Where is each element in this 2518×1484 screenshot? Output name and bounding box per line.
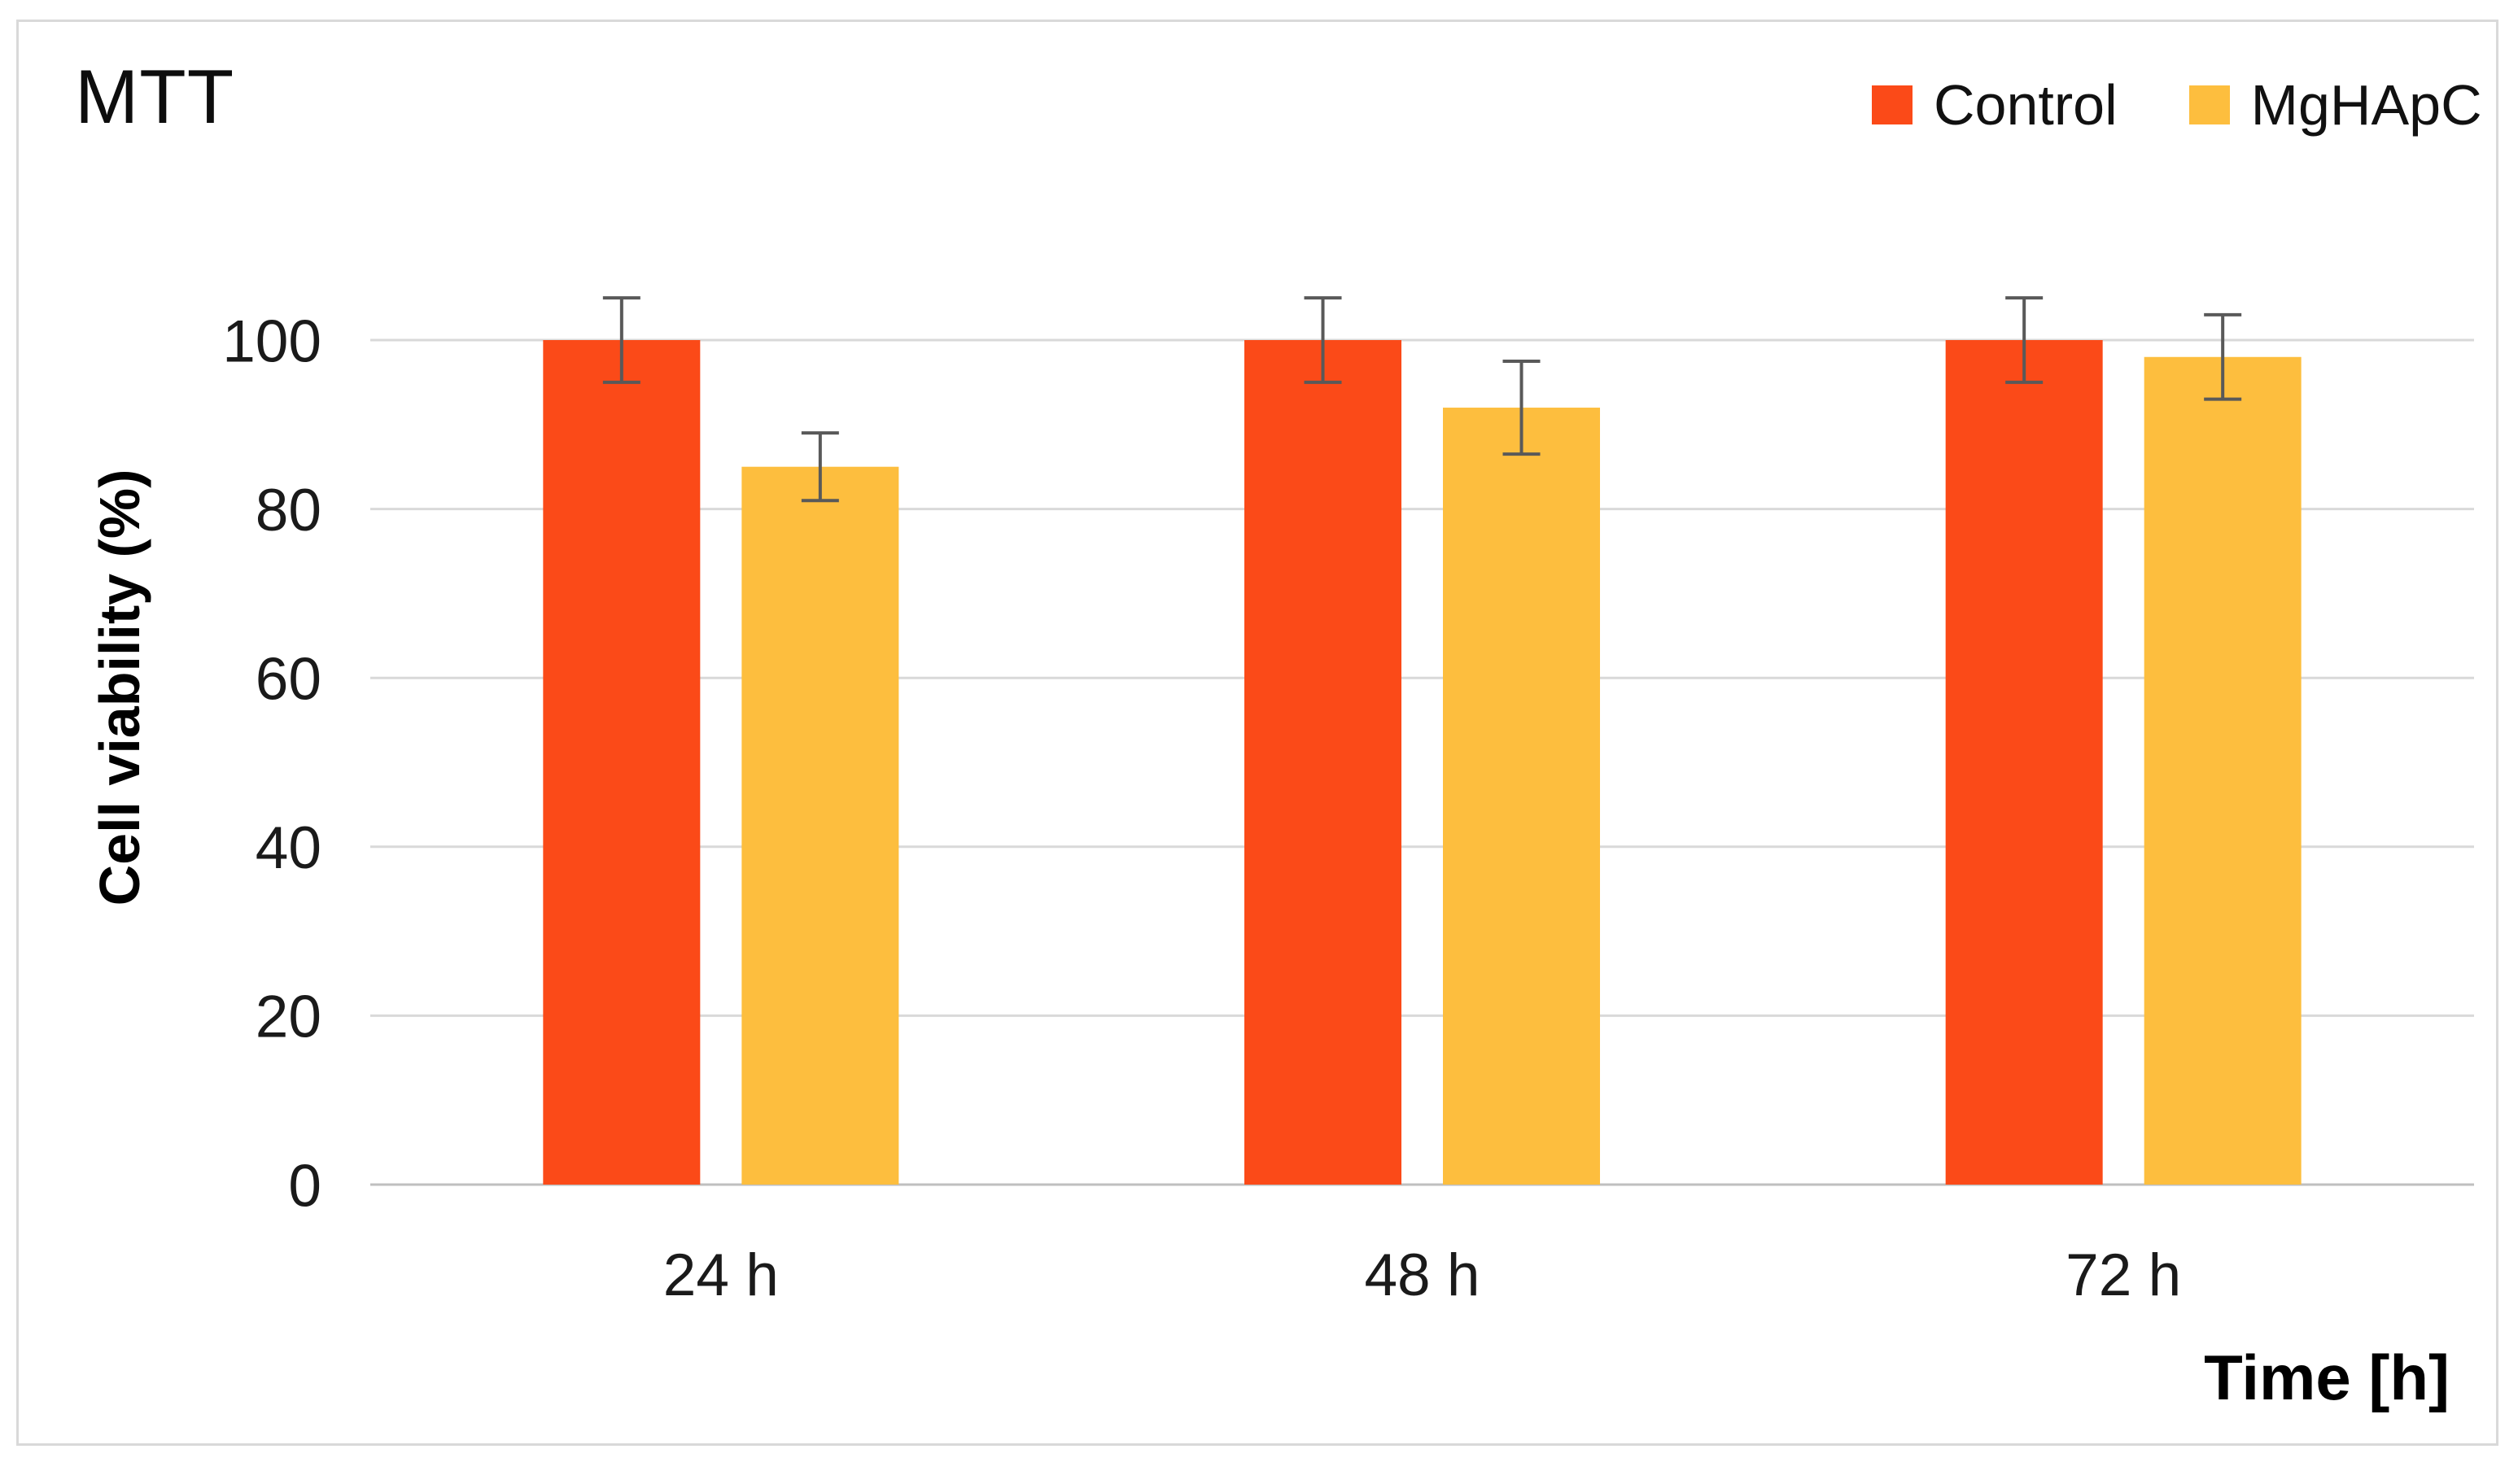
bar-control-48h: [1244, 340, 1401, 1185]
y-tick-label-80: 80: [256, 478, 321, 543]
y-tick-label-0: 0: [288, 1153, 321, 1219]
legend-item-control: Control: [1872, 76, 2118, 133]
legend-label-control: Control: [1934, 73, 2118, 137]
bar-control-72h: [1945, 340, 2103, 1185]
x-category-label-24h: 24 h: [663, 1242, 779, 1308]
control-swatch-icon: [1872, 85, 1913, 124]
chart-title: MTT: [75, 54, 235, 139]
mghapc-swatch-icon: [2188, 85, 2230, 124]
y-tick-label-40: 40: [256, 815, 321, 881]
x-category-label-72h: 72 h: [2066, 1242, 2181, 1308]
y-tick-label-60: 60: [256, 646, 321, 712]
x-category-label-48h: 48 h: [1364, 1242, 1480, 1308]
bar-control-24h: [543, 340, 701, 1185]
bar-mghapc-72h: [2144, 356, 2302, 1185]
y-tick-label-100: 100: [222, 308, 321, 374]
legend-item-mghapc: MgHApC: [2188, 73, 2482, 137]
x-axis-title: Time [h]: [2204, 1342, 2450, 1413]
legend-label-mghapc: MgHApC: [2250, 73, 2482, 137]
bar-mghapc-24h: [741, 466, 899, 1185]
bar-mghapc-48h: [1443, 408, 1600, 1185]
legend: Control MgHApC: [1872, 76, 2482, 133]
y-tick-label-20: 20: [256, 984, 321, 1050]
